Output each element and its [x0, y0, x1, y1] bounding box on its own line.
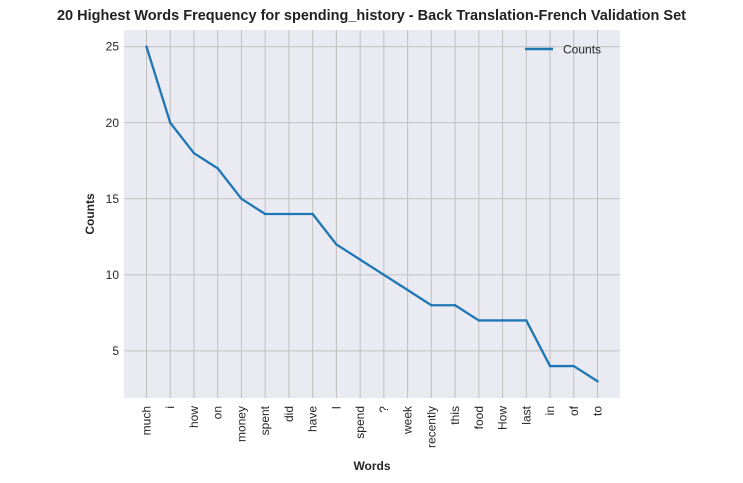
x-tick-label: i — [163, 406, 177, 409]
legend-label-counts: Counts — [563, 43, 601, 57]
x-axis-label: Words — [353, 459, 390, 473]
data-point — [572, 364, 575, 368]
series-line-counts — [145, 45, 599, 383]
data-point — [192, 151, 196, 155]
data-point — [430, 304, 433, 307]
chart-title: 20 Highest Words Frequency for spending_… — [56, 8, 686, 24]
y-axis-label: Counts — [83, 193, 97, 235]
y-tick-label: 20 — [106, 116, 120, 130]
grid-lines — [124, 30, 620, 398]
x-tick-label: have — [306, 406, 320, 432]
x-tick-label: this — [448, 406, 462, 425]
data-point — [145, 45, 148, 48]
data-point — [596, 380, 599, 383]
x-tick-label: last — [519, 405, 533, 424]
legend: Counts — [525, 43, 601, 57]
x-tick-label: much — [140, 406, 154, 435]
data-point — [335, 243, 338, 246]
data-point — [263, 212, 267, 216]
data-point — [406, 288, 409, 292]
data-point — [311, 212, 314, 216]
x-tick-label: I — [329, 406, 343, 409]
data-point — [453, 304, 457, 307]
data-point — [358, 258, 362, 261]
y-tick-label: 25 — [106, 40, 120, 54]
y-tick-label: 15 — [106, 192, 120, 206]
x-tick-label: how — [187, 406, 201, 428]
x-tick-label: recently — [424, 406, 438, 448]
x-tick-label: How — [496, 406, 510, 430]
data-point — [382, 273, 386, 277]
x-tick-label: week — [401, 405, 415, 435]
data-point — [287, 212, 291, 216]
y-tick-label: 10 — [106, 268, 120, 282]
data-point — [169, 121, 172, 124]
x-tick-label: spend — [353, 406, 367, 439]
data-point — [216, 167, 219, 170]
series-layer — [145, 45, 599, 383]
x-tick-label: in — [543, 406, 557, 415]
data-point — [548, 364, 552, 368]
y-tick-label: 5 — [112, 344, 119, 358]
x-tick-label: money — [234, 406, 248, 442]
data-point — [525, 319, 528, 322]
x-tick-label: on — [211, 406, 225, 419]
data-point — [501, 319, 504, 322]
x-tick-label: ? — [377, 406, 391, 413]
plot-area — [124, 30, 620, 398]
x-tick-label: spent — [258, 405, 272, 435]
data-point — [240, 197, 243, 200]
x-tick-label: to — [591, 406, 605, 416]
x-tick-label: did — [282, 406, 296, 422]
x-tick-label: of — [567, 405, 581, 416]
x-tick-label: food — [472, 406, 486, 429]
data-point — [477, 319, 481, 322]
